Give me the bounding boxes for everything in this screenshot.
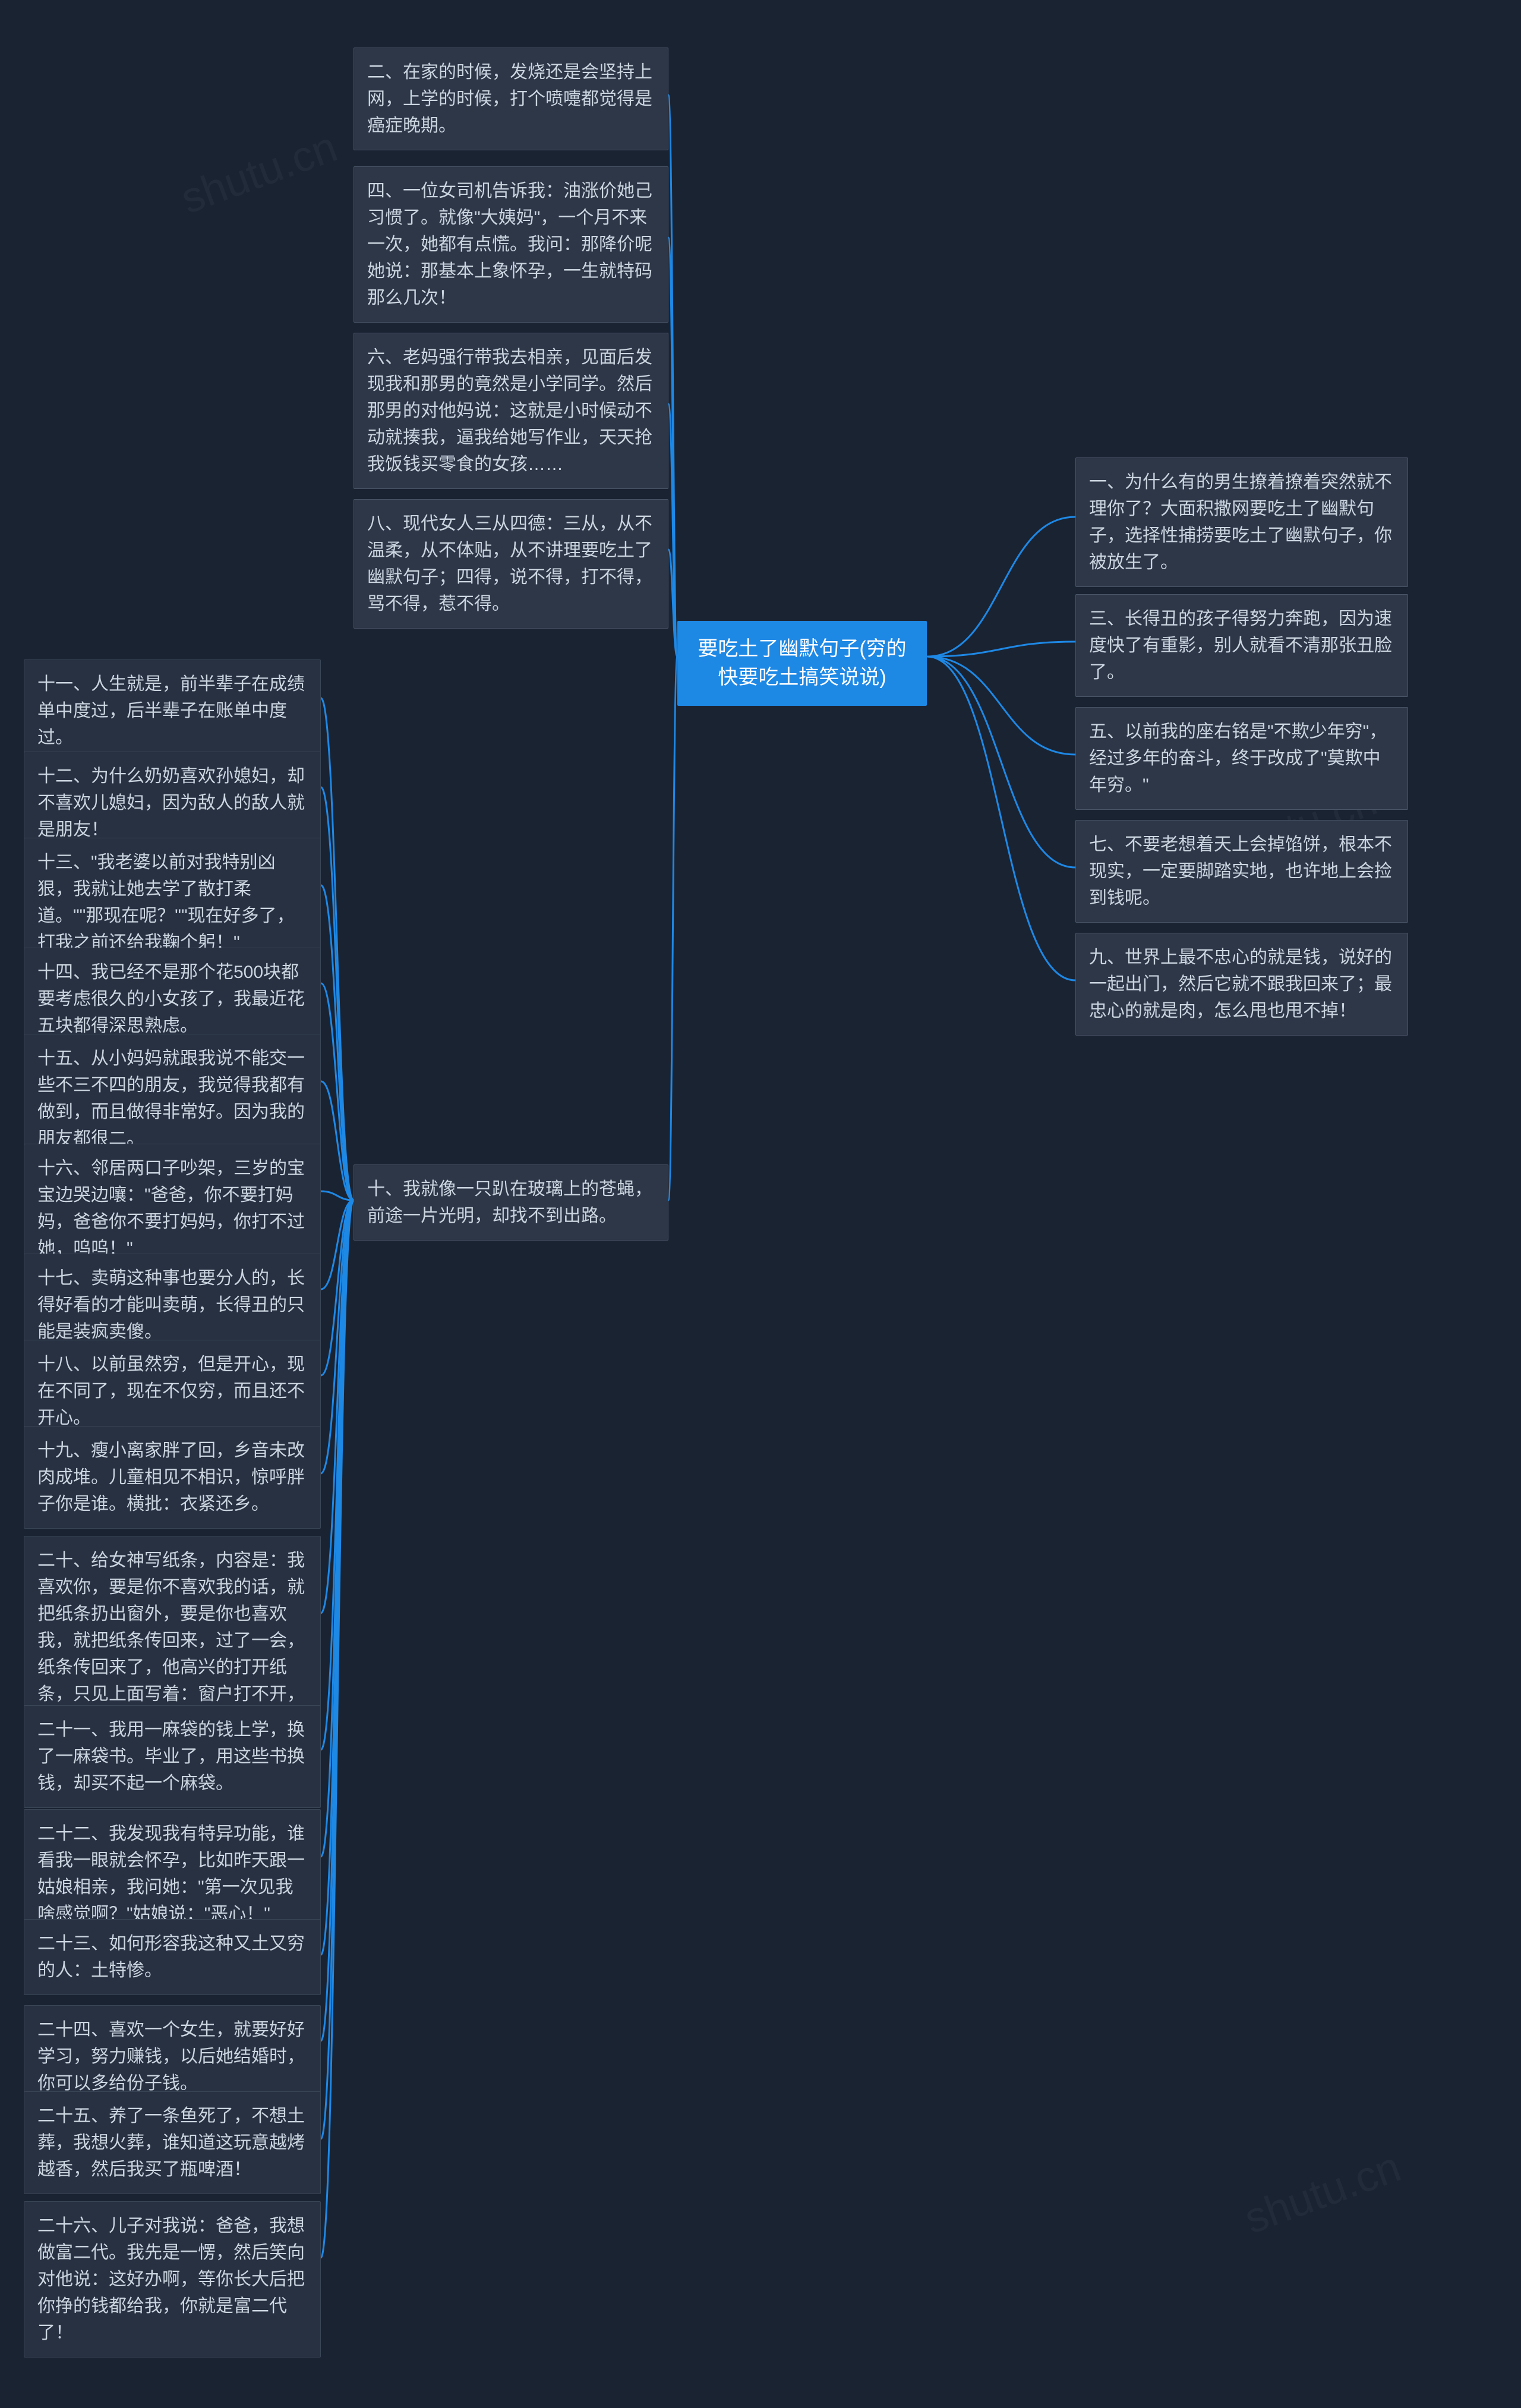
branch-node-l10[interactable]: 十、我就像一只趴在玻璃上的苍蝇，前途一片光明，却找不到出路。 (354, 1164, 668, 1241)
leaf-node-label: 二十三、如何形容我这种又土又穷的人：土特惨。 (37, 1934, 305, 1980)
connector (927, 657, 1075, 755)
center-node[interactable]: 要吃土了幽默句子(穷的快要吃土搞笑说说) (677, 621, 927, 706)
branch-node-label: 七、不要老想着天上会掉馅饼，根本不现实，一定要脚踏实地，也许地上会捡到钱呢。 (1089, 835, 1392, 908)
leaf-node-label: 十八、以前虽然穷，但是开心，现在不同了，现在不仅穷，而且还不开心。 (37, 1355, 305, 1428)
branch-node-l6[interactable]: 六、老妈强行带我去相亲，见面后发现我和那男的竟然是小学同学。然后那男的对他妈说：… (354, 333, 668, 489)
branch-node-label: 三、长得丑的孩子得努力奔跑，因为速度快了有重影，别人就看不清那张丑脸了。 (1089, 609, 1392, 682)
branch-node-label: 十、我就像一只趴在玻璃上的苍蝇，前途一片光明，却找不到出路。 (367, 1179, 652, 1226)
connector (321, 983, 354, 1200)
connector (321, 1200, 354, 2139)
connector (321, 1200, 354, 1613)
leaf-node-f11[interactable]: 十一、人生就是，前半辈子在成绩单中度过，后半辈子在账单中度过。 (24, 659, 321, 762)
leaf-node-f25[interactable]: 二十五、养了一条鱼死了，不想土葬，我想火葬，谁知道这玩意越烤越香，然后我买了瓶啤… (24, 2091, 321, 2194)
leaf-node-label: 二十五、养了一条鱼死了，不想土葬，我想火葬，谁知道这玩意越烤越香，然后我买了瓶啤… (37, 2106, 305, 2179)
watermark: shutu.cn (1238, 2142, 1407, 2243)
leaf-node-label: 十一、人生就是，前半辈子在成绩单中度过，后半辈子在账单中度过。 (37, 674, 305, 747)
leaf-node-label: 二十六、儿子对我说：爸爸，我想做富二代。我先是一愣，然后笑向对他说：这好办啊，等… (37, 2216, 305, 2343)
leaf-node-f21[interactable]: 二十一、我用一麻袋的钱上学，换了一麻袋书。毕业了，用这些书换钱，却买不起一个麻袋… (24, 1705, 321, 1808)
branch-node-label: 二、在家的时候，发烧还是会坚持上网，上学的时候，打个喷嚏都觉得是癌症晚期。 (367, 62, 652, 135)
connector (321, 1200, 354, 1955)
connector (321, 1200, 354, 1375)
leaf-node-label: 十三、"我老婆以前对我特别凶狠，我就让她去学了散打柔道。""那现在呢？""现在好… (37, 853, 295, 952)
connector (668, 95, 677, 657)
leaf-node-f23[interactable]: 二十三、如何形容我这种又土又穷的人：土特惨。 (24, 1919, 321, 1995)
leaf-node-label: 十六、邻居两口子吵架，三岁的宝宝边哭边嚷："爸爸，你不要打妈妈，爸爸你不要打妈妈… (37, 1159, 305, 1258)
connector (321, 1200, 354, 1473)
connector (927, 517, 1075, 657)
branch-node-r7[interactable]: 七、不要老想着天上会掉馅饼，根本不现实，一定要脚踏实地，也许地上会捡到钱呢。 (1075, 820, 1408, 923)
leaf-node-label: 十四、我已经不是那个花500块都要考虑很久的小女孩了，我最近花五块都得深思熟虑。 (37, 962, 305, 1036)
leaf-node-label: 二十四、喜欢一个女生，就要好好学习，努力赚钱，以后她结婚时，你可以多给份子钱。 (37, 2020, 305, 2093)
branch-node-r3[interactable]: 三、长得丑的孩子得努力奔跑，因为速度快了有重影，别人就看不清那张丑脸了。 (1075, 594, 1408, 697)
leaf-node-label: 二十二、我发现我有特异功能，谁看我一眼就会怀孕，比如昨天跟一姑娘相亲，我问她："… (37, 1824, 305, 1924)
connector (321, 885, 354, 1200)
branch-node-l8[interactable]: 八、现代女人三从四德：三从，从不温柔，从不体贴，从不讲理要吃土了幽默句子；四得，… (354, 499, 668, 629)
connector (668, 238, 677, 657)
leaf-node-label: 二十一、我用一麻袋的钱上学，换了一麻袋书。毕业了，用这些书换钱，却买不起一个麻袋… (37, 1720, 305, 1793)
connector (321, 1200, 354, 2041)
connector (321, 1191, 354, 1200)
connector (321, 698, 354, 1200)
branch-node-label: 八、现代女人三从四德：三从，从不温柔，从不体贴，从不讲理要吃土了幽默句子；四得，… (367, 514, 652, 614)
branch-node-label: 四、一位女司机告诉我：油涨价她己习惯了。就像"大姨妈"，一个月不来一次，她都有点… (367, 181, 652, 308)
connector (927, 657, 1075, 980)
connector (321, 787, 354, 1200)
connector (668, 657, 677, 1200)
branch-node-r1[interactable]: 一、为什么有的男生撩着撩着突然就不理你了？大面积撒网要吃土了幽默句子，选择性捕捞… (1075, 457, 1408, 587)
leaf-node-label: 二十、给女神写纸条，内容是：我喜欢你，要是你不喜欢我的话，就把纸条扔出窗外，要是… (37, 1551, 305, 1731)
branch-node-label: 一、为什么有的男生撩着撩着突然就不理你了？大面积撒网要吃土了幽默句子，选择性捕捞… (1089, 472, 1392, 572)
leaf-node-f19[interactable]: 十九、瘦小离家胖了回，乡音未改肉成堆。儿童相见不相识，惊呼胖子你是谁。横批：衣紧… (24, 1426, 321, 1529)
center-node-label: 要吃土了幽默句子(穷的快要吃土搞笑说说) (698, 637, 906, 689)
connector (927, 657, 1075, 867)
leaf-node-label: 十二、为什么奶奶喜欢孙媳妇，却不喜欢儿媳妇，因为敌人的敌人就是朋友！ (37, 766, 305, 840)
branch-node-r5[interactable]: 五、以前我的座右铭是"不欺少年穷"，经过多年的奋斗，终于改成了"莫欺中年穷。" (1075, 707, 1408, 810)
connector (321, 1200, 354, 1750)
connector (321, 1200, 354, 1289)
leaf-node-f26[interactable]: 二十六、儿子对我说：爸爸，我想做富二代。我先是一愣，然后笑向对他说：这好办啊，等… (24, 2201, 321, 2357)
branch-node-l2[interactable]: 二、在家的时候，发烧还是会坚持上网，上学的时候，打个喷嚏都觉得是癌症晚期。 (354, 48, 668, 150)
connector (668, 404, 677, 657)
watermark: shutu.cn (175, 122, 343, 223)
connector (927, 642, 1075, 657)
connector (668, 550, 677, 657)
branch-node-l4[interactable]: 四、一位女司机告诉我：油涨价她己习惯了。就像"大姨妈"，一个月不来一次，她都有点… (354, 166, 668, 323)
connector (321, 1081, 354, 1200)
leaf-node-label: 十五、从小妈妈就跟我说不能交一些不三不四的朋友，我觉得我都有做到，而且做得非常好… (37, 1049, 305, 1148)
branch-node-label: 六、老妈强行带我去相亲，见面后发现我和那男的竟然是小学同学。然后那男的对他妈说：… (367, 348, 652, 474)
branch-node-label: 五、以前我的座右铭是"不欺少年穷"，经过多年的奋斗，终于改成了"莫欺中年穷。" (1089, 722, 1387, 795)
branch-node-r9[interactable]: 九、世界上最不忠心的就是钱，说好的一起出门，然后它就不跟我回来了；最忠心的就是肉… (1075, 933, 1408, 1036)
branch-node-label: 九、世界上最不忠心的就是钱，说好的一起出门，然后它就不跟我回来了；最忠心的就是肉… (1089, 948, 1392, 1021)
connector (321, 1200, 354, 2258)
leaf-node-label: 十七、卖萌这种事也要分人的，长得好看的才能叫卖萌，长得丑的只能是装疯卖傻。 (37, 1268, 305, 1342)
connector (321, 1200, 354, 1857)
leaf-node-label: 十九、瘦小离家胖了回，乡音未改肉成堆。儿童相见不相识，惊呼胖子你是谁。横批：衣紧… (37, 1441, 305, 1514)
